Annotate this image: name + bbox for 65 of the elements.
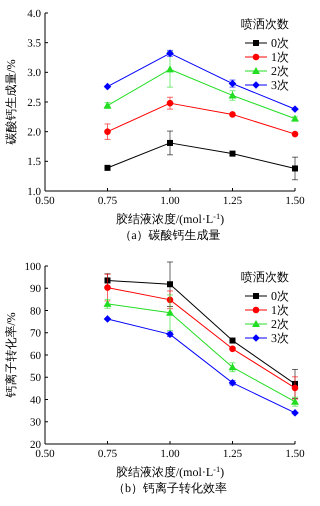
point (166, 65, 174, 72)
point (292, 165, 298, 172)
x-tick-label: 1.50 (285, 195, 306, 207)
legend-label: 2次 (271, 64, 289, 78)
point (166, 296, 174, 304)
y-tick-label: 50 (30, 372, 42, 384)
y-tick-label: 60 (30, 350, 42, 362)
x-axis-title: 胶结液浓度/(mol·L$^{-1}$) (116, 212, 224, 226)
legend-label: 1次 (271, 303, 289, 318)
text: （b）钙离子转化效率 (113, 481, 227, 495)
legend-label: 0次 (271, 36, 289, 50)
y-tick-label: 2.0 (27, 126, 42, 139)
point (230, 338, 236, 344)
y-tick-label: 40 (30, 394, 42, 406)
point (292, 384, 298, 392)
legend-label: 3次 (271, 78, 289, 92)
y-axis-title: 碳酸钙生成量/% (4, 59, 18, 146)
y-tick-label: 70 (30, 328, 42, 340)
legend-label: 3次 (271, 331, 289, 346)
legend-label: 2次 (271, 317, 289, 332)
x-tick-label: 1.50 (285, 448, 306, 460)
y-axis-title: 钙离子转化率/% (4, 312, 18, 399)
x-tick-label: 1.00 (160, 448, 180, 460)
legend-title: 喷洒次数 (241, 270, 289, 284)
point (104, 284, 111, 291)
point (104, 277, 110, 284)
point (228, 363, 236, 370)
point (291, 105, 299, 113)
legend-title: 喷洒次数 (241, 17, 289, 31)
x-tick-label: 0.75 (98, 195, 118, 207)
y-tick-label: 3.5 (27, 38, 42, 50)
y-tick-label: 80 (30, 305, 42, 318)
point (229, 345, 236, 352)
point (291, 409, 299, 417)
x-tick-label: 0.50 (35, 195, 56, 207)
point (230, 150, 236, 157)
x-tick-label: 1.25 (222, 448, 243, 460)
point (166, 100, 174, 106)
text: （a）碳酸钙生成量 (119, 228, 221, 242)
y-tick-label: 90 (30, 283, 42, 296)
point (229, 111, 236, 118)
legend-label: 1次 (271, 50, 289, 64)
y-tick-label: 1.0 (27, 186, 42, 198)
y-tick-label: 30 (30, 416, 42, 429)
x-tick-label: 0.50 (35, 448, 56, 460)
y-tick-label: 2.5 (27, 96, 42, 109)
y-tick-label: 3.0 (27, 67, 42, 80)
point (104, 128, 111, 135)
point (104, 164, 110, 171)
point (104, 82, 112, 90)
legend-label: 0次 (271, 289, 289, 304)
x-tick-label: 1.25 (222, 195, 243, 207)
x-axis-title: 胶结液浓度/(mol·L$^{-1}$) (116, 464, 224, 479)
point (228, 91, 236, 98)
x-tick-label: 0.75 (98, 448, 118, 460)
point (104, 315, 112, 323)
x-tick-label: 1.00 (160, 195, 180, 207)
point (291, 114, 299, 122)
point (167, 140, 173, 146)
y-tick-label: 1.5 (27, 156, 42, 168)
y-tick-label: 100 (24, 260, 42, 273)
y-tick-label: 20 (30, 438, 42, 451)
point (292, 130, 298, 138)
y-tick-label: 4.0 (27, 8, 42, 20)
point (167, 281, 173, 288)
